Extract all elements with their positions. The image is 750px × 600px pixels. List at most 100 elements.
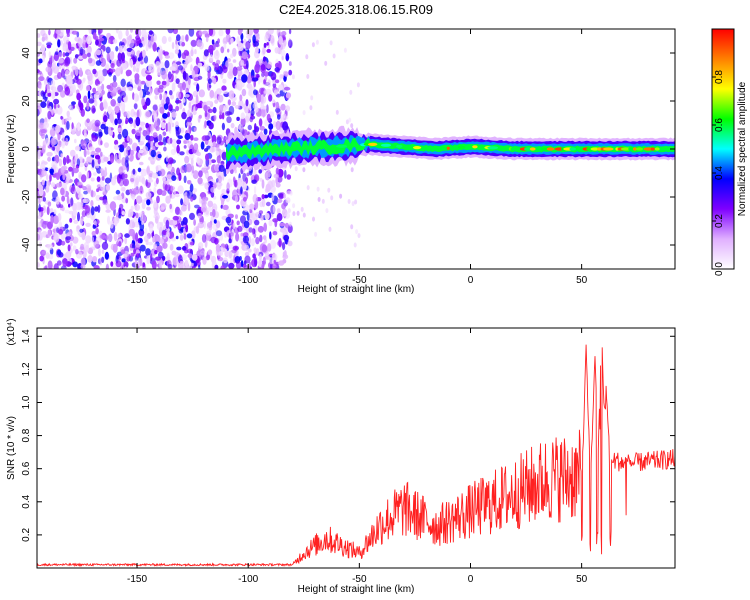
heatmap-cell (99, 37, 104, 42)
heatmap-cell (141, 97, 146, 106)
heatmap-cell (276, 213, 283, 222)
heatmap-cell (100, 151, 103, 157)
heatmap-cell (86, 171, 90, 180)
heatmap-cell (162, 50, 166, 55)
heatmap-cell (138, 175, 145, 183)
heatmap-cell (113, 144, 120, 150)
heatmap-cell (130, 29, 133, 33)
heatmap-cell (37, 262, 40, 268)
heatmap-x-tick-label: -150 (127, 275, 147, 286)
heatmap-cell (269, 257, 274, 265)
heatmap-cell (175, 99, 182, 104)
heatmap-cell (348, 117, 352, 123)
heatmap-cell (142, 262, 146, 268)
heatmap-cell (92, 68, 97, 75)
heatmap-cell (190, 64, 193, 72)
heatmap-cell (117, 232, 121, 238)
heatmap-cell (274, 67, 280, 73)
heatmap-cell (101, 241, 109, 250)
snr-y-tick-label: 0.4 (21, 494, 32, 508)
heatmap-ridge (226, 125, 675, 175)
heatmap-cell (112, 243, 118, 253)
heatmap-cell (80, 257, 86, 267)
heatmap-cell (211, 134, 217, 144)
heatmap-cell (60, 153, 63, 158)
heatmap-cell (162, 176, 166, 182)
heatmap-cell (48, 51, 51, 59)
heatmap-cell (117, 52, 123, 62)
heatmap-cell (97, 248, 102, 257)
heatmap-cell (140, 80, 146, 85)
heatmap-cell (115, 189, 121, 195)
heatmap-cell (220, 46, 225, 54)
heatmap-cell (118, 166, 124, 175)
heatmap-cell (120, 78, 126, 88)
heatmap-cell (309, 105, 313, 111)
heatmap-cell (91, 159, 95, 168)
heatmap-cell (145, 74, 153, 81)
heatmap-cell (61, 68, 65, 78)
heatmap-cell (84, 204, 90, 214)
heatmap-cell (86, 52, 91, 58)
heatmap-cell (135, 116, 141, 127)
heatmap-cell (46, 180, 50, 189)
heatmap-cell (279, 222, 286, 227)
heatmap-cell (281, 55, 284, 61)
heatmap-cell (353, 242, 357, 248)
heatmap-cell (147, 178, 154, 183)
heatmap-cell (79, 67, 83, 77)
heatmap-cell (132, 55, 138, 63)
heatmap-cell (280, 103, 286, 111)
heatmap-cell (251, 229, 255, 236)
heatmap-cell (275, 79, 280, 84)
heatmap-cell (53, 234, 60, 243)
heatmap-cell (39, 255, 44, 262)
heatmap-cell (283, 234, 290, 241)
heatmap-cell (220, 246, 224, 254)
heatmap-cell (166, 179, 170, 186)
heatmap-cell (119, 203, 124, 210)
heatmap-cell (277, 114, 281, 120)
heatmap-cell (119, 101, 125, 111)
heatmap-cell (125, 189, 131, 196)
heatmap-cell (134, 73, 140, 81)
heatmap-cell (154, 250, 158, 255)
heatmap-hotspot (529, 147, 536, 151)
heatmap-cell (38, 70, 42, 75)
heatmap-cell (47, 260, 53, 269)
heatmap-cell (350, 224, 354, 230)
snr-y-tick-label: 1.0 (21, 395, 32, 409)
heatmap-cell (43, 220, 49, 225)
heatmap-cell (117, 127, 123, 133)
heatmap-cell (72, 104, 76, 109)
heatmap-cell (195, 225, 200, 234)
heatmap-cell (175, 235, 179, 240)
heatmap-cell (37, 221, 41, 228)
heatmap-cell (185, 163, 192, 173)
heatmap-cell (350, 167, 354, 173)
heatmap-cell (118, 65, 123, 72)
heatmap-cell (88, 29, 93, 35)
heatmap-cell (254, 63, 260, 74)
heatmap-cell (169, 137, 173, 144)
heatmap-cell (151, 172, 158, 179)
heatmap-cell (87, 247, 94, 255)
heatmap-cell (80, 218, 84, 226)
heatmap-cell (82, 249, 87, 259)
heatmap-cell (214, 63, 220, 71)
heatmap-cell (95, 49, 102, 56)
heatmap-cell (122, 63, 127, 70)
heatmap-cell (94, 119, 101, 127)
heatmap-cell (107, 234, 113, 242)
heatmap-cell (242, 235, 249, 244)
heatmap-cell (86, 118, 90, 123)
heatmap-cell (101, 176, 105, 181)
heatmap-cell (171, 63, 178, 72)
heatmap-cell (279, 74, 282, 82)
heatmap-cell (94, 206, 99, 212)
heatmap-cell (196, 157, 201, 164)
heatmap-cell (52, 61, 57, 68)
heatmap-cell (185, 121, 193, 127)
heatmap-cell (124, 233, 130, 238)
